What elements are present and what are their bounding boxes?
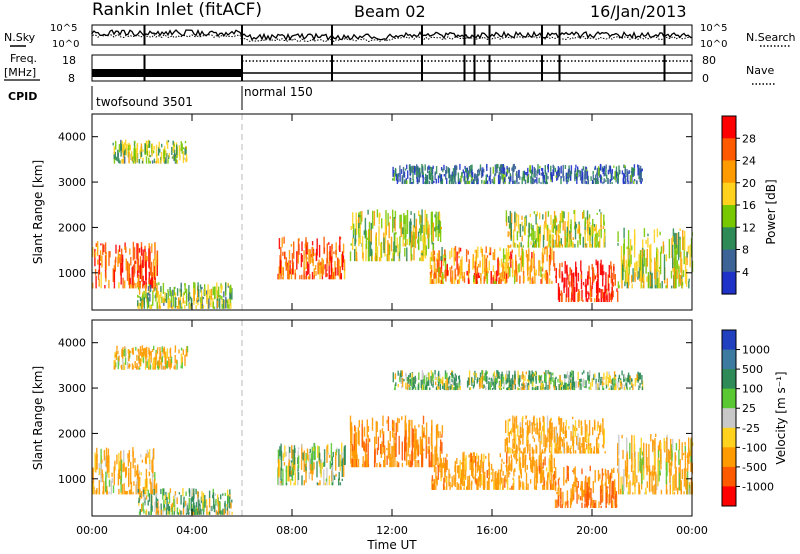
power-cbar-tick-0: 28 bbox=[742, 132, 756, 145]
power-echo-region-9 bbox=[392, 163, 643, 185]
velocity-cbar-tick-5: -100 bbox=[742, 441, 767, 454]
power-cbar-swatch-1 bbox=[722, 138, 736, 162]
vel-echo-region-3 bbox=[277, 442, 346, 486]
noise-panel bbox=[91, 24, 693, 46]
velocity-cbar-swatch-6 bbox=[722, 447, 736, 468]
vel-echo-region-8 bbox=[617, 433, 694, 495]
velocity-cbar-tick-4: -25 bbox=[742, 422, 760, 435]
vel-echo-region-7 bbox=[554, 465, 618, 509]
nsky-series bbox=[91, 28, 693, 42]
date-label: 16/Jan/2013 bbox=[590, 2, 687, 21]
velocity-cbar-swatch-0 bbox=[722, 330, 736, 351]
vel-echo-region-6 bbox=[504, 415, 606, 454]
velocity-cbar-swatch-2 bbox=[722, 369, 736, 390]
beam-label: Beam 02 bbox=[354, 2, 426, 21]
freq-label: Freq. bbox=[10, 52, 37, 65]
power-cbar-swatch-7 bbox=[722, 271, 736, 295]
nave-tick-top: 80 bbox=[702, 54, 716, 67]
vel-ytick-1000: 1000 bbox=[58, 473, 86, 486]
power-echo-region-2 bbox=[112, 139, 188, 164]
nsky-label: N.Sky bbox=[4, 31, 36, 44]
vel-echo-region-1 bbox=[137, 487, 233, 515]
vel-ytick-3000: 3000 bbox=[58, 382, 86, 395]
power-cbar-swatch-3 bbox=[722, 182, 736, 206]
power-cbar-swatch-6 bbox=[722, 249, 736, 273]
power-cbar-tick-3: 16 bbox=[742, 199, 756, 212]
vel-echo-region-2 bbox=[113, 345, 189, 370]
power-echo-region-5 bbox=[429, 245, 556, 284]
freq-unit: [MHz] bbox=[4, 66, 36, 79]
power-cbar-swatch-0 bbox=[722, 116, 736, 139]
noise-tick-left-top: 10^5 bbox=[50, 23, 77, 34]
nsearch-series bbox=[91, 33, 693, 43]
velocity-ylabel: Slant Range [km] bbox=[31, 366, 45, 470]
cpid-mode-2: normal 150 bbox=[244, 85, 313, 99]
power-cbar-tick-2: 20 bbox=[742, 177, 756, 190]
velocity-cbar-swatch-8 bbox=[722, 486, 736, 507]
power-ytick-3000: 3000 bbox=[58, 176, 86, 189]
velocity-cbar-tick-0: 1000 bbox=[742, 344, 770, 357]
power-echo-region-0 bbox=[92, 241, 159, 289]
velocity-cbar-tick-6: -500 bbox=[742, 461, 767, 474]
velocity-cbar-tick-7: -1000 bbox=[742, 480, 774, 493]
velocity-cbar-swatch-5 bbox=[722, 427, 736, 448]
power-cbar-tick-5: 8 bbox=[742, 244, 749, 257]
noise-tick-right-top: 10^5 bbox=[700, 23, 727, 34]
xtick-label-3: 12:00 bbox=[376, 524, 408, 537]
power-cbar-swatch-5 bbox=[722, 227, 736, 251]
noise-tick-right-bottom: 10^0 bbox=[700, 39, 727, 50]
x-axis-label: Time UT bbox=[366, 538, 417, 552]
power-echo-region-3 bbox=[277, 236, 346, 280]
vel-echo-region-0 bbox=[92, 447, 158, 495]
power-echo-region-7 bbox=[555, 259, 619, 303]
xtick-label-4: 16:00 bbox=[476, 524, 508, 537]
vel-ytick-4000: 4000 bbox=[58, 337, 86, 350]
power-cbar-label: Power [dB] bbox=[764, 179, 778, 244]
power-ytick-2000: 2000 bbox=[58, 221, 86, 234]
freq-panel bbox=[91, 54, 693, 82]
velocity-cbar-swatch-1 bbox=[722, 349, 736, 370]
cpid-mode-1: twofsound 3501 bbox=[96, 95, 193, 109]
power-ytick-1000: 1000 bbox=[58, 267, 86, 280]
power-echo-region-8 bbox=[617, 227, 694, 289]
power-cbar-tick-1: 24 bbox=[742, 155, 756, 168]
power-ylabel: Slant Range [km] bbox=[31, 160, 45, 264]
freq-tick-bottom: 8 bbox=[68, 72, 75, 85]
power-echo-region-6 bbox=[505, 209, 606, 248]
power-cbar-tick-4: 12 bbox=[742, 221, 756, 234]
freq-twofsound-band bbox=[92, 69, 242, 77]
power-ytick-4000: 4000 bbox=[58, 131, 86, 144]
power-cbar-swatch-2 bbox=[722, 160, 736, 184]
noise-tick-left-bottom: 10^0 bbox=[52, 39, 79, 50]
vel-echo-region-9 bbox=[392, 370, 644, 391]
power-cbar-swatch-4 bbox=[722, 205, 736, 228]
vel-ytick-2000: 2000 bbox=[58, 427, 86, 440]
velocity-cbar-swatch-7 bbox=[722, 466, 736, 487]
xtick-label-2: 08:00 bbox=[276, 524, 308, 537]
power-echo-region-4 bbox=[349, 209, 443, 262]
velocity-cbar-tick-2: 100 bbox=[742, 383, 763, 396]
nave-label: Nave bbox=[746, 64, 774, 77]
xtick-label-5: 20:00 bbox=[576, 524, 608, 537]
xtick-label-1: 04:00 bbox=[176, 524, 208, 537]
xtick-label-0: 00:00 bbox=[76, 524, 108, 537]
velocity-cbar-tick-1: 500 bbox=[742, 363, 763, 376]
velocity-cbar-label: Velocity [m s⁻¹] bbox=[774, 371, 788, 464]
freq-tick-top: 18 bbox=[62, 54, 76, 67]
velocity-cbar-tick-3: 25 bbox=[742, 402, 756, 415]
nsearch-label: N.Search bbox=[746, 31, 796, 44]
nave-tick-bottom: 0 bbox=[702, 72, 709, 85]
power-cbar-tick-6: 4 bbox=[742, 266, 749, 279]
power-echo-region-1 bbox=[137, 281, 233, 309]
vel-echo-region-5 bbox=[431, 451, 556, 490]
velocity-cbar-swatch-4 bbox=[722, 408, 736, 429]
cpid-label: CPID bbox=[8, 90, 37, 103]
velocity-cbar-swatch-3 bbox=[722, 388, 736, 409]
station-title: Rankin Inlet (fitACF) bbox=[92, 0, 262, 20]
vel-echo-region-4 bbox=[349, 415, 444, 468]
xtick-label-6: 00:00 bbox=[676, 524, 708, 537]
